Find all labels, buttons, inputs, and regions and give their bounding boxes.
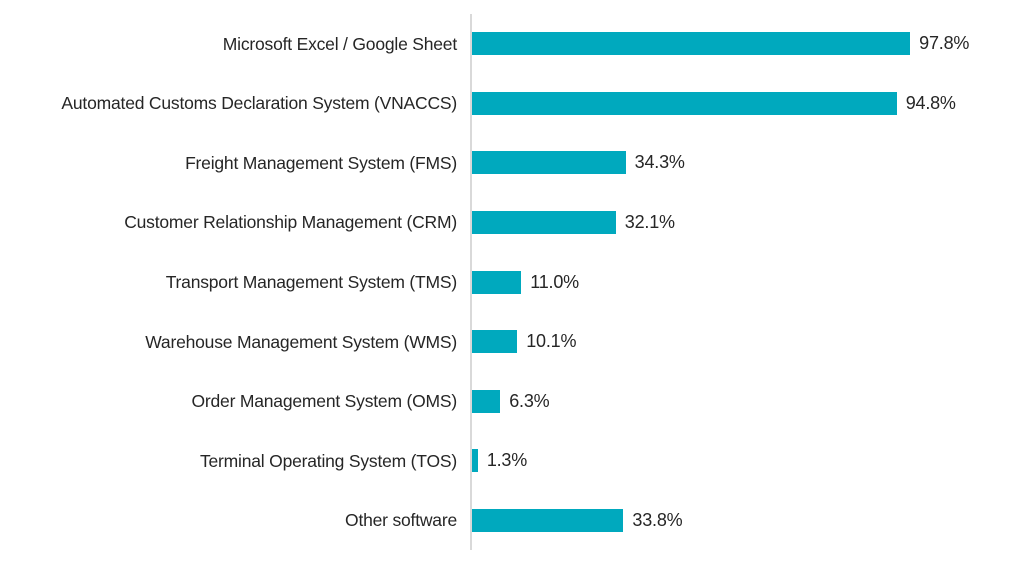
category-label: Automated Customs Declaration System (VN…: [61, 93, 457, 114]
bar: [472, 270, 522, 294]
category-label: Other software: [345, 510, 457, 531]
bar-cell: 11.0%: [470, 252, 1024, 312]
bar: [472, 389, 501, 413]
category-label: Microsoft Excel / Google Sheet: [222, 33, 457, 54]
bar-cell: 97.8%: [470, 14, 1024, 74]
category-label: Warehouse Management System (WMS): [145, 331, 457, 352]
bar-row: Transport Management System (TMS) 11.0%: [0, 252, 1024, 312]
value-label: 11.0%: [530, 271, 579, 292]
bar-row: Automated Customs Declaration System (VN…: [0, 73, 1024, 134]
bar-row: Other software 33.8%: [0, 490, 1024, 551]
value-label: 10.1%: [526, 331, 577, 352]
bar: [472, 330, 518, 354]
value-label: 94.8%: [905, 92, 956, 113]
bar: [472, 508, 624, 532]
bar: [472, 210, 616, 234]
value-label: 32.1%: [624, 211, 675, 232]
bar-row: Freight Management System (FMS) 34.3%: [0, 133, 1024, 193]
bar-cell: 94.8%: [470, 73, 1024, 134]
bar: [472, 449, 478, 473]
bar-cell: 6.3%: [470, 371, 1024, 431]
bar-cell: 32.1%: [470, 192, 1024, 253]
category-label: Freight Management System (FMS): [185, 152, 457, 173]
category-label: Terminal Operating System (TOS): [199, 450, 457, 471]
value-label: 34.3%: [634, 152, 685, 173]
bar-row: Customer Relationship Management (CRM) 32…: [0, 192, 1024, 253]
bar-row: Microsoft Excel / Google Sheet 97.8%: [0, 14, 1024, 74]
bar-cell: 10.1%: [470, 311, 1024, 372]
value-label: 1.3%: [486, 450, 528, 471]
bar-cell: 34.3%: [470, 133, 1024, 193]
bar: [472, 32, 911, 56]
category-label: Order Management System (OMS): [191, 391, 457, 412]
bar: [472, 151, 626, 175]
plot-area: Microsoft Excel / Google Sheet 97.8% Autom…: [0, 14, 1024, 551]
bar-row: Warehouse Management System (WMS) 10.1%: [0, 311, 1024, 372]
category-label: Customer Relationship Management (CRM): [124, 212, 457, 233]
value-label: 97.8%: [919, 33, 970, 54]
bar-cell: 33.8%: [470, 490, 1024, 551]
bar-row: Order Management System (OMS) 6.3%: [0, 371, 1024, 431]
bar-cell: 1.3%: [470, 430, 1024, 491]
category-label: Transport Management System (TMS): [165, 271, 458, 292]
bar-row: Terminal Operating System (TOS) 1.3%: [0, 430, 1024, 491]
value-label: 6.3%: [509, 390, 550, 411]
value-label: 33.8%: [632, 509, 683, 530]
bar: [472, 91, 897, 115]
